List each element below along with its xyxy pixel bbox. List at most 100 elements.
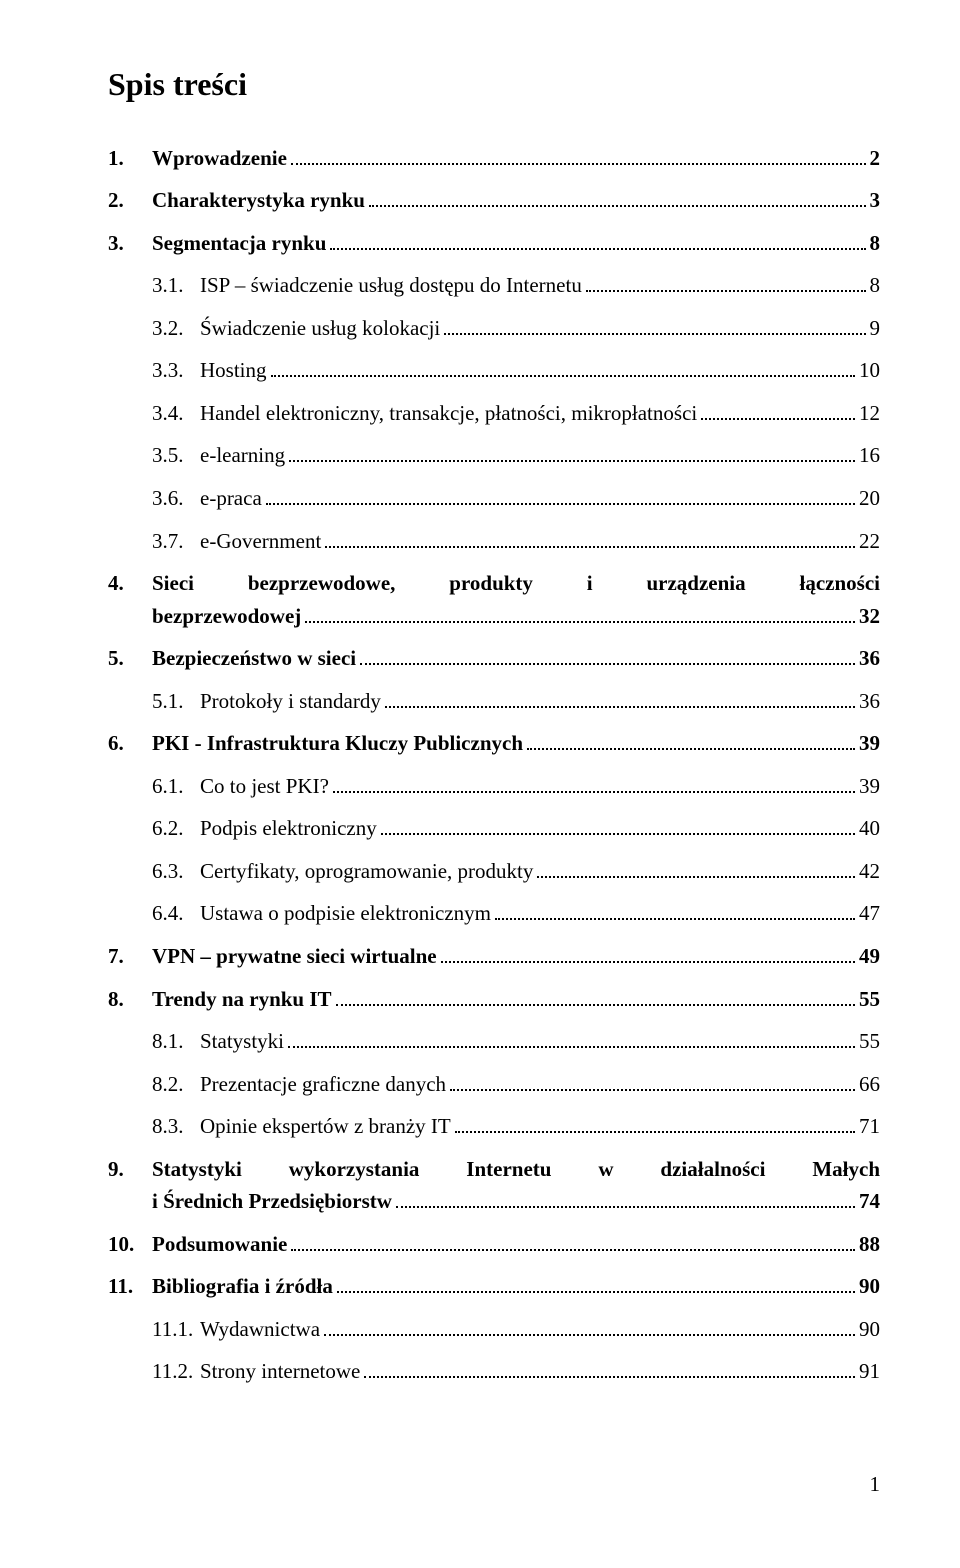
leader-dots [701, 403, 855, 420]
toc-label: Ustawa o podpisie elektronicznym [200, 897, 491, 930]
leader-dots [444, 318, 865, 335]
toc-entry: 8.Trendy na rynku IT55 [108, 983, 880, 1016]
toc-number: 6.4. [152, 897, 200, 930]
leader-dots [324, 1319, 855, 1336]
toc-page: 88 [859, 1228, 880, 1261]
toc-label: e-learning [200, 439, 285, 472]
toc-entry: 3.Segmentacja rynku8 [108, 227, 880, 260]
toc-number: 8.2. [152, 1068, 200, 1101]
toc-label: Prezentacje graficzne danych [200, 1068, 446, 1101]
leader-dots [495, 904, 855, 921]
leader-dots [325, 531, 855, 548]
toc-number: 9. [108, 1153, 152, 1186]
leader-dots [266, 488, 855, 505]
toc-label: Handel elektroniczny, transakcje, płatno… [200, 397, 697, 430]
toc-title: Spis treści [108, 60, 880, 110]
leader-dots [330, 233, 865, 250]
toc-page: 55 [859, 983, 880, 1016]
toc-number: 6.1. [152, 770, 200, 803]
toc-entry: 3.3.Hosting 10 [108, 354, 880, 387]
toc-page: 90 [859, 1270, 880, 1303]
toc-number: 11.2. [152, 1355, 200, 1388]
toc-number: 10. [108, 1228, 152, 1261]
toc-page: 22 [859, 525, 880, 558]
leader-dots [396, 1192, 855, 1209]
toc-label: Certyfikaty, oprogramowanie, produkty [200, 855, 533, 888]
toc-entry: 9.Statystyki wykorzystania Internetu w d… [108, 1153, 880, 1218]
toc-page: 90 [859, 1313, 880, 1346]
toc-label: i Średnich Przedsiębiorstw [152, 1185, 392, 1218]
toc-page: 49 [859, 940, 880, 973]
toc-label: ISP – świadczenie usług dostępu do Inter… [200, 269, 582, 302]
toc-label: Protokoły i standardy [200, 685, 381, 718]
toc-label: PKI - Infrastruktura Kluczy Publicznych [152, 727, 523, 760]
toc-page: 8 [870, 227, 881, 260]
leader-dots [333, 776, 855, 793]
toc-page: 36 [859, 685, 880, 718]
leader-dots [271, 361, 855, 378]
toc-number: 3.3. [152, 354, 200, 387]
toc-label: e-praca [200, 482, 262, 515]
leader-dots [305, 606, 855, 623]
toc-entry: 7.VPN – prywatne sieci wirtualne49 [108, 940, 880, 973]
toc-number: 3.5. [152, 439, 200, 472]
toc-label: Świadczenie usług kolokacji [200, 312, 440, 345]
toc-page: 40 [859, 812, 880, 845]
toc-number: 11. [108, 1270, 152, 1303]
toc-entry: 3.5.e-learning16 [108, 439, 880, 472]
toc-entry: 3.6.e-praca 20 [108, 482, 880, 515]
toc-label: Wprowadzenie [152, 142, 287, 175]
toc-page: 42 [859, 855, 880, 888]
toc-entry: 6.4.Ustawa o podpisie elektronicznym47 [108, 897, 880, 930]
leader-dots [336, 989, 855, 1006]
toc-page: 20 [859, 482, 880, 515]
toc-number: 7. [108, 940, 152, 973]
toc-entry: 6.PKI - Infrastruktura Kluczy Publicznyc… [108, 727, 880, 760]
toc-number: 3.6. [152, 482, 200, 515]
toc-page: 66 [859, 1068, 880, 1101]
toc-label: Co to jest PKI? [200, 770, 329, 803]
toc-page: 10 [859, 354, 880, 387]
leader-dots [586, 276, 866, 293]
leader-dots [369, 190, 866, 207]
leader-dots [291, 148, 866, 165]
toc-label: e-Government [200, 525, 321, 558]
toc-number: 4. [108, 567, 152, 600]
leader-dots [527, 734, 855, 751]
leader-dots [289, 446, 855, 463]
toc-page: 91 [859, 1355, 880, 1388]
leader-dots [360, 648, 855, 665]
toc-label: Statystyki wykorzystania Internetu w dzi… [152, 1153, 880, 1186]
toc-number: 5.1. [152, 685, 200, 718]
toc-entry: 3.7.e-Government22 [108, 525, 880, 558]
toc-entry: 10.Podsumowanie88 [108, 1228, 880, 1261]
leader-dots [537, 861, 855, 878]
toc-page: 12 [859, 397, 880, 430]
toc-label: bezprzewodowej [152, 600, 301, 633]
toc-label: Trendy na rynku IT [152, 983, 332, 1016]
toc-entry: 6.1.Co to jest PKI? 39 [108, 770, 880, 803]
toc-entry: 8.2.Prezentacje graficzne danych 66 [108, 1068, 880, 1101]
toc-label: Hosting [200, 354, 267, 387]
toc-entry: 1.Wprowadzenie2 [108, 142, 880, 175]
toc-number: 11.1. [152, 1313, 200, 1346]
toc-label: Bezpieczeństwo w sieci [152, 642, 356, 675]
toc-page: 8 [870, 269, 881, 302]
toc-number: 6. [108, 727, 152, 760]
toc-page: 74 [859, 1185, 880, 1218]
toc-page: 2 [870, 142, 881, 175]
toc-entry: 11.1.Wydawnictwa90 [108, 1313, 880, 1346]
toc-entry: 5.Bezpieczeństwo w sieci36 [108, 642, 880, 675]
page-footer: 1 [108, 1398, 880, 1501]
toc-label: Podpis elektroniczny [200, 812, 377, 845]
toc-list: 1.Wprowadzenie22.Charakterystyka rynku33… [108, 142, 880, 1388]
toc-entry: 8.1.Statystyki55 [108, 1025, 880, 1058]
toc-entry: 11.2.Strony internetowe91 [108, 1355, 880, 1388]
toc-entry: 3.2.Świadczenie usług kolokacji9 [108, 312, 880, 345]
toc-page: 39 [859, 770, 880, 803]
leader-dots [385, 691, 855, 708]
toc-number: 6.3. [152, 855, 200, 888]
toc-number: 8.3. [152, 1110, 200, 1143]
toc-entry: 11.Bibliografia i źródła90 [108, 1270, 880, 1303]
toc-number: 3.2. [152, 312, 200, 345]
